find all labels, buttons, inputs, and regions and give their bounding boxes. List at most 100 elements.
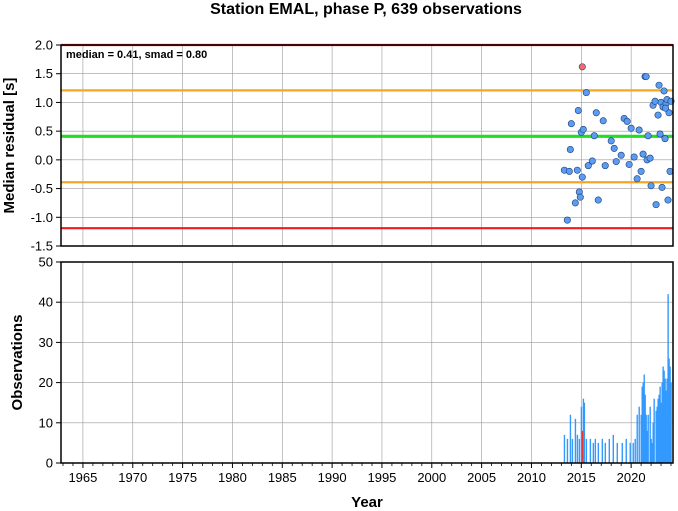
observation-bar bbox=[646, 430, 648, 463]
year-x-ticks: 1965 1970 1975 1980 1985 1990 1995 2000 2005 2010… bbox=[62, 463, 672, 485]
x-tick-label: 2000 bbox=[417, 470, 446, 485]
data-point bbox=[582, 89, 590, 97]
observation-bar bbox=[612, 434, 614, 463]
observation-bar bbox=[645, 414, 647, 463]
observation-bar bbox=[652, 422, 654, 463]
data-point bbox=[574, 106, 582, 114]
data-point bbox=[652, 201, 660, 209]
data-point bbox=[601, 162, 609, 170]
observation-bar bbox=[668, 358, 670, 463]
observation-bar bbox=[592, 442, 595, 463]
data-point bbox=[651, 97, 659, 105]
data-point bbox=[664, 196, 672, 204]
observation-bar bbox=[634, 438, 636, 463]
data-point bbox=[654, 111, 662, 119]
observation-bar bbox=[650, 438, 652, 463]
data-point bbox=[666, 167, 674, 175]
observation-bar bbox=[660, 402, 662, 463]
data-point bbox=[584, 162, 592, 170]
residual-panel: -1.5 -1.0 -0.5 0.0 0.5 1.0 1.5 2.0 median = 0.4… bbox=[1, 38, 675, 254]
observations-panel: 0 10 20 30 40 50 1965 1970 1975 1980 1985 1990 1995… bbox=[9, 255, 674, 511]
data-point bbox=[637, 167, 645, 175]
observation-bar bbox=[585, 438, 588, 463]
data-point bbox=[599, 117, 607, 125]
observation-bar bbox=[571, 438, 574, 463]
data-point bbox=[567, 120, 575, 128]
y-tick-label: 40 bbox=[39, 295, 53, 310]
observation-bar bbox=[601, 438, 604, 463]
x-tick-label: 2015 bbox=[567, 470, 596, 485]
observations-bars bbox=[563, 294, 672, 463]
observations-frame bbox=[60, 261, 674, 464]
data-point bbox=[566, 146, 574, 154]
residual-frame bbox=[60, 44, 674, 247]
chart-title: Station EMAL, phase P, 639 observations bbox=[210, 1, 522, 18]
observation-bar bbox=[608, 438, 611, 463]
data-point bbox=[661, 135, 669, 143]
observation-bar bbox=[640, 414, 642, 463]
observation-bar bbox=[569, 414, 572, 463]
observation-bar bbox=[566, 438, 569, 463]
observation-bar bbox=[638, 406, 640, 463]
observation-bar bbox=[647, 414, 649, 463]
observation-bar-outlier bbox=[581, 430, 584, 463]
y-tick-label: 0.0 bbox=[35, 152, 53, 167]
y-tick-label: 50 bbox=[39, 255, 53, 270]
data-point bbox=[594, 196, 602, 204]
y-tick-label: -1.0 bbox=[31, 210, 53, 225]
data-point bbox=[588, 157, 596, 165]
data-point bbox=[639, 150, 647, 158]
data-point bbox=[573, 166, 581, 174]
observation-bar bbox=[597, 442, 600, 463]
observation-bar bbox=[636, 414, 638, 463]
observation-bar bbox=[643, 374, 645, 463]
residual-plot-area bbox=[61, 45, 673, 246]
data-point bbox=[644, 132, 652, 140]
data-point bbox=[623, 117, 631, 125]
data-point bbox=[635, 126, 643, 134]
observation-bar bbox=[642, 382, 644, 463]
x-tick-label: 1965 bbox=[68, 470, 97, 485]
observation-bar bbox=[616, 442, 618, 463]
y-tick-label: 1.5 bbox=[35, 66, 53, 81]
observation-bar bbox=[651, 442, 653, 463]
observation-bar bbox=[653, 398, 655, 463]
observation-bar bbox=[644, 394, 646, 463]
observation-bar bbox=[655, 410, 657, 463]
observations-y-ticks: 0 10 20 30 40 50 bbox=[39, 255, 61, 471]
observation-bar bbox=[589, 438, 592, 463]
residual-y-ticks: -1.5 -1.0 -0.5 0.0 0.5 1.0 1.5 2.0 bbox=[31, 38, 61, 254]
observation-bar bbox=[574, 418, 577, 463]
observation-bar bbox=[629, 442, 631, 463]
x-tick-label: 1980 bbox=[218, 470, 247, 485]
observation-bar bbox=[578, 438, 581, 463]
data-point bbox=[612, 158, 620, 166]
observation-bar bbox=[580, 406, 583, 463]
data-point bbox=[662, 104, 670, 112]
y-tick-label: 2.0 bbox=[35, 38, 53, 53]
observation-bar bbox=[583, 402, 586, 463]
data-point bbox=[633, 175, 641, 183]
data-point bbox=[660, 87, 668, 95]
data-point bbox=[658, 183, 666, 191]
observation-bar bbox=[669, 366, 671, 463]
observation-bar bbox=[594, 438, 597, 463]
x-tick-label: 1985 bbox=[268, 470, 297, 485]
year-x-axis-label: Year bbox=[351, 494, 383, 511]
observation-bar bbox=[621, 442, 623, 463]
outlier-point bbox=[578, 63, 586, 71]
observation-bar bbox=[661, 382, 663, 463]
data-point bbox=[579, 125, 587, 133]
y-tick-label: 0 bbox=[46, 456, 53, 471]
observation-bar bbox=[604, 442, 607, 463]
observation-bar bbox=[649, 406, 651, 463]
data-point bbox=[571, 199, 579, 207]
data-point bbox=[646, 154, 654, 162]
data-point bbox=[578, 173, 586, 181]
data-point bbox=[590, 132, 598, 140]
x-tick-label: 1995 bbox=[367, 470, 396, 485]
data-point bbox=[592, 109, 600, 117]
y-tick-label: 30 bbox=[39, 335, 53, 350]
observation-bar bbox=[667, 294, 669, 463]
